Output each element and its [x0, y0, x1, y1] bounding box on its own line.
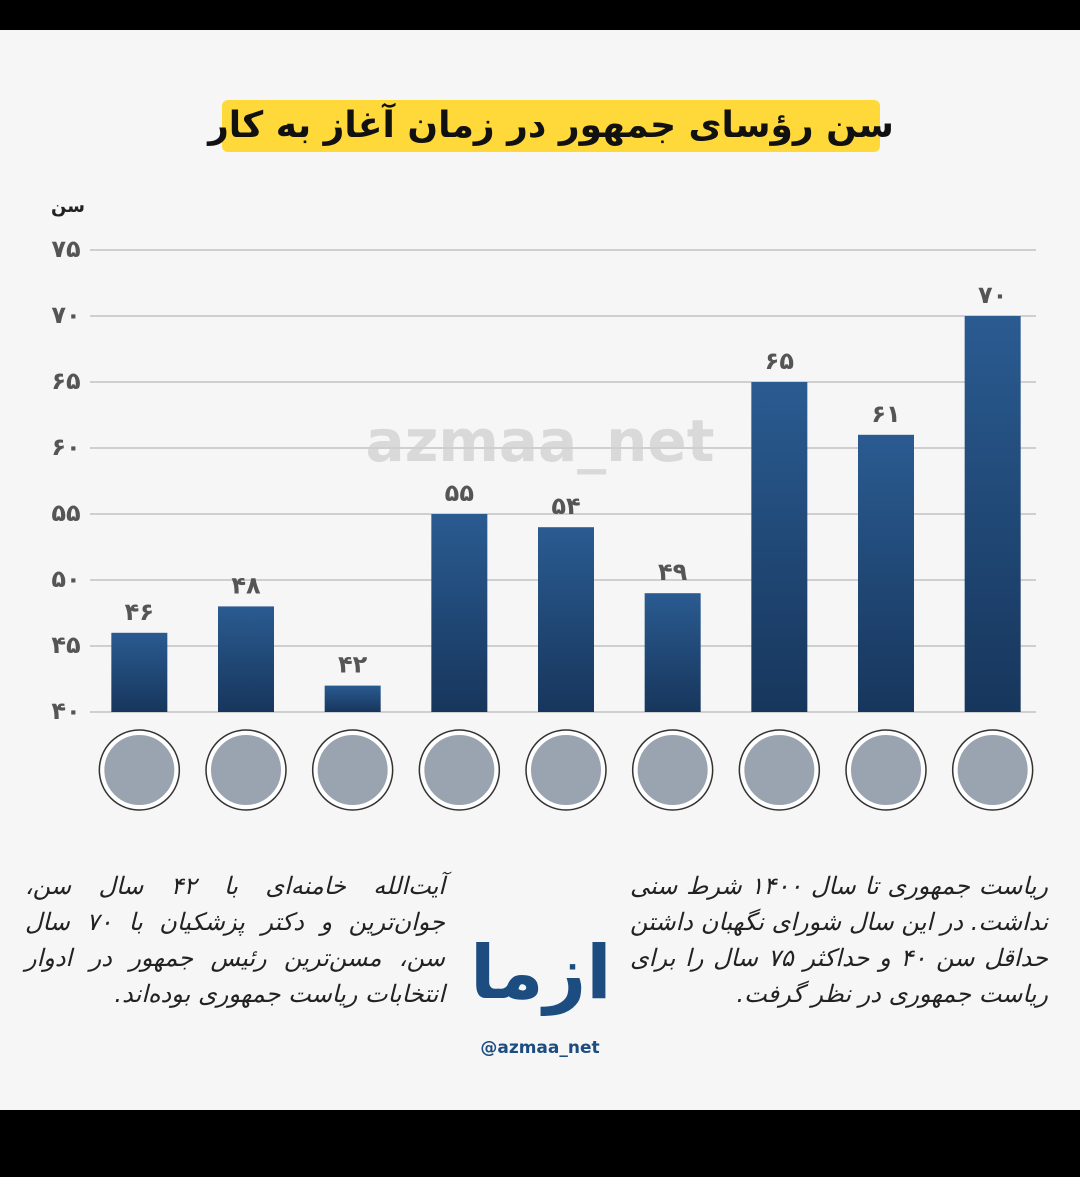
- note-right: ریاست جمهوری تا سال ۱۴۰۰ شرط سنی نداشت. …: [630, 872, 1048, 1008]
- bar: [324, 685, 381, 712]
- portrait: [847, 731, 925, 809]
- bar: [538, 527, 594, 712]
- portrait-ring: [205, 729, 287, 811]
- plot: ۴۰ ۴۵ ۵۰ ۵۵ ۶۰ ۶۵ ۷۰ ۷۵ ۴۶ ۴۸ ۴۲ ۵۵ ۵۴ ۴۹ ۶۵ ۶۱ ۷۰: [51, 235, 1036, 811]
- bottom-bar: [0, 1110, 1080, 1177]
- portrait-ring: [311, 729, 394, 811]
- watermark: azmaa_net: [366, 407, 715, 475]
- y-axis-label: سن: [51, 196, 85, 217]
- y-tick-label: ۶۰: [51, 433, 80, 461]
- value-label: ۴۶: [125, 598, 154, 626]
- value-label: ۴۹: [658, 558, 688, 586]
- portrait: [207, 731, 285, 809]
- y-tick-label: ۶۵: [51, 367, 80, 395]
- y-tick-label: ۴۵: [51, 631, 80, 659]
- y-tick-label: ۷۵: [51, 235, 80, 263]
- portrait-ring: [631, 729, 714, 811]
- portrait-ring: [98, 729, 181, 811]
- bar: [858, 434, 914, 712]
- portrait-ring: [418, 729, 501, 811]
- portrait-ring: [845, 729, 927, 811]
- portrait: [100, 731, 179, 809]
- bar: [964, 316, 1021, 712]
- y-tick-label: ۷۰: [51, 301, 80, 329]
- portrait: [313, 731, 392, 809]
- logo: ازما: [470, 930, 612, 1016]
- portrait: [740, 731, 819, 809]
- value-label: ۶۱: [871, 400, 900, 428]
- value-label: ۷۰: [978, 281, 1007, 309]
- title-highlight: [222, 100, 880, 152]
- y-tick-label: ۵۵: [51, 499, 80, 527]
- value-label: ۴۸: [231, 571, 261, 599]
- bar: [431, 514, 488, 712]
- y-tick-label: ۵۰: [51, 565, 80, 593]
- portrait: [633, 731, 712, 809]
- portrait: [420, 731, 499, 809]
- chart-title: سن رؤسای جمهور در زمان آغاز به کار: [206, 102, 894, 146]
- value-label: ۶۵: [765, 347, 794, 375]
- value-label: ۵۴: [551, 492, 580, 520]
- top-bar: [0, 0, 1080, 30]
- portrait-ring: [951, 729, 1034, 811]
- note-left: آیت‌الله خامنه‌ای با ۴۲ سال سن، جوان‌تری…: [25, 872, 446, 1008]
- portrait-ring: [525, 729, 607, 811]
- value-label: ۵۵: [445, 479, 474, 507]
- handle: @azmaa_net: [480, 1038, 600, 1058]
- bar: [644, 593, 701, 712]
- bar: [111, 632, 168, 712]
- value-label: ۴۲: [338, 651, 368, 679]
- bar: [218, 606, 274, 712]
- portrait: [527, 731, 605, 809]
- portrait-ring: [738, 729, 821, 811]
- bar: [751, 382, 808, 712]
- portrait: [953, 731, 1032, 809]
- y-tick-label: ۴۰: [51, 697, 80, 725]
